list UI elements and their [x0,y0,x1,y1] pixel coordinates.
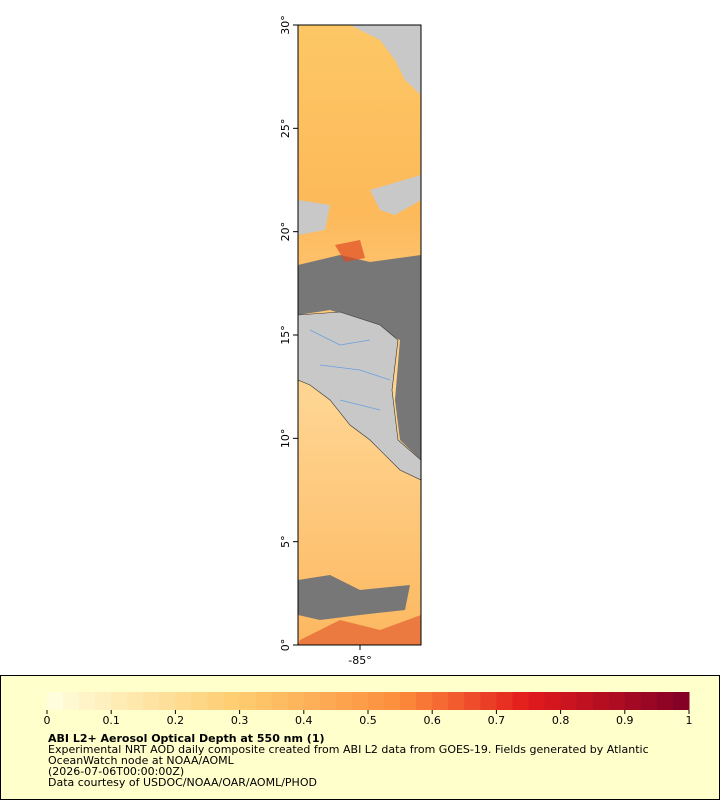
color-cell [63,692,80,710]
color-cell [560,692,578,710]
color-cell [480,692,497,710]
color-cell [368,692,385,710]
land [370,175,421,215]
color-cell [335,692,353,710]
color-cell [207,692,225,710]
color-cell [416,692,433,710]
color-cell [448,692,465,710]
color-cell [255,692,273,710]
legend-title: ABI L2+ Aerosol Optical Depth at 550 nm … [48,732,325,745]
rivers [309,329,391,411]
map [297,24,422,646]
color-cell [576,692,594,710]
color-cell [432,692,449,710]
lat-label: 0° [279,639,292,652]
colorbar-label: 0.8 [552,714,570,727]
high-aod [298,615,421,645]
color-cell [512,692,529,710]
lat-label: 5° [279,535,292,548]
color-cell [95,692,112,710]
color-cell [239,692,257,710]
high-aod [335,240,365,262]
colorbar-label: 1 [686,714,693,727]
colorbar-label: 0.7 [488,714,506,727]
color-cell [111,692,128,710]
land [298,200,330,235]
color-cell [319,692,337,710]
color-cell [271,692,289,710]
color-cell [47,692,64,710]
colorbar-label: 0.3 [231,714,249,727]
colorbar-label: 0 [44,714,51,727]
color-cell [191,692,208,710]
legend-line: (2026-07-06T00:00:00Z) [48,765,184,778]
colorbar-label: 0.9 [616,714,634,727]
color-cell [223,692,241,710]
colorbar-label: 0.6 [423,714,441,727]
lon-label: -85° [348,654,371,667]
lat-label: 10° [279,429,292,449]
lat-label: 20° [279,222,292,242]
color-cell [384,692,401,710]
color-cell [303,692,321,710]
color-cell [400,692,417,710]
color-cell [287,692,305,710]
color-cell [143,692,160,710]
axes: 30° 25° 20° 15° 10° 5° 0° -85° [279,15,372,667]
color-cell [159,692,176,710]
legend-line: Experimental NRT AOD daily composite cre… [48,743,649,756]
ocean-no-data [298,255,421,460]
color-cell [544,692,562,710]
colorbar-label: 0.4 [295,714,313,727]
color-cell [656,692,674,710]
lat-label: 25° [279,119,292,139]
colorbar-label: 0.5 [359,714,377,727]
legend-line: OceanWatch node at NOAA/AOML [48,754,235,767]
color-cell [672,692,690,710]
color-cell [175,692,192,710]
land [350,25,421,95]
lat-label: 15° [279,325,292,345]
color-cell [496,692,513,710]
color-cell [351,692,369,710]
colorbar-label: 0.2 [167,714,185,727]
color-cell [464,692,481,710]
legend-line: Data courtesy of USDOC/NOAA/OAR/AOML/PHO… [48,776,317,789]
lat-label: 30° [279,15,292,35]
color-cell [127,692,144,710]
colorbar-label: 0.1 [102,714,120,727]
color-cell [640,692,658,710]
color-cell [608,692,626,710]
ocean-no-data [298,575,410,620]
color-cell [79,692,96,710]
colorbar: 0 0.1 0.2 0.3 0.4 0.5 0.6 0.7 0.8 0.9 1 [44,692,693,727]
color-cell [592,692,610,710]
color-cell [528,692,546,710]
color-cell [624,692,642,710]
